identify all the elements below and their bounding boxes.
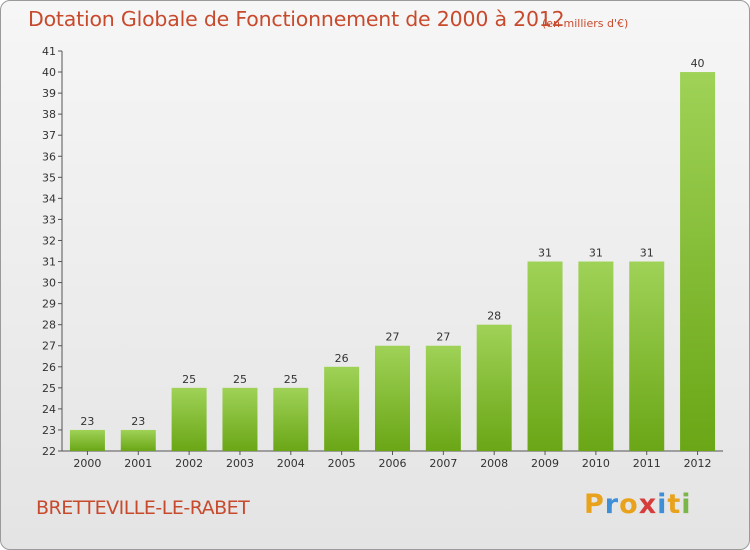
y-tick-label: 40: [42, 66, 56, 79]
logo-letter: i: [681, 489, 692, 520]
y-tick-label: 26: [42, 361, 56, 374]
bar-value-label: 25: [233, 373, 247, 386]
logo-letter: P: [584, 489, 605, 520]
logo-letter: o: [619, 489, 639, 520]
x-tick-label: 2002: [175, 457, 203, 470]
bar-value-label: 25: [284, 373, 298, 386]
y-tick-label: 36: [42, 150, 56, 163]
bar-value-label: 31: [589, 247, 603, 260]
bar: [578, 261, 614, 451]
bar-value-label: 31: [538, 247, 552, 260]
x-tick-label: 2006: [379, 457, 407, 470]
y-tick-label: 41: [42, 45, 56, 58]
x-tick-label: 2007: [429, 457, 457, 470]
bar: [425, 345, 461, 451]
bar: [375, 345, 410, 451]
bar: [629, 261, 665, 451]
bar-value-label: 26: [335, 352, 349, 365]
bar-value-label: 25: [182, 373, 196, 386]
bar-value-label: 31: [640, 247, 654, 260]
x-tick-label: 2009: [531, 457, 559, 470]
bar-value-label: 28: [487, 310, 501, 323]
y-tick-label: 22: [42, 445, 56, 458]
bar: [120, 429, 156, 451]
bar: [222, 387, 258, 451]
y-tick-label: 37: [42, 129, 56, 142]
y-tick-label: 38: [42, 108, 56, 121]
bar: [273, 387, 309, 451]
bar: [69, 429, 105, 451]
y-tick-label: 27: [42, 340, 56, 353]
x-tick-label: 2004: [277, 457, 305, 470]
y-tick-label: 28: [42, 319, 56, 332]
bar-value-label: 27: [436, 331, 450, 344]
x-tick-label: 2012: [684, 457, 712, 470]
y-tick-label: 31: [42, 256, 56, 269]
proxiti-logo[interactable]: Proxiti: [584, 489, 692, 520]
y-tick-label: 33: [42, 213, 56, 226]
commune-name: BRETTEVILLE-LE-RABET: [36, 497, 250, 519]
bar: [171, 387, 207, 451]
x-tick-label: 2000: [73, 457, 101, 470]
chart-unit: (en milliers d'€): [542, 17, 629, 30]
x-tick-label: 2003: [226, 457, 254, 470]
bar: [680, 72, 716, 451]
bar: [324, 366, 360, 451]
x-tick-label: 2008: [480, 457, 508, 470]
bar-value-label: 40: [691, 57, 705, 70]
y-tick-label: 35: [42, 171, 56, 184]
bar: [476, 324, 512, 451]
bar-value-label: 27: [386, 331, 400, 344]
y-tick-label: 32: [42, 234, 56, 247]
y-tick-label: 24: [42, 403, 56, 416]
y-tick-label: 29: [42, 298, 56, 311]
chart-title: Dotation Globale de Fonctionnement de 20…: [28, 7, 565, 31]
logo-letter: x: [638, 489, 658, 520]
logo-letter: r: [604, 489, 620, 520]
y-tick-label: 30: [42, 277, 56, 290]
x-tick-label: 2005: [328, 457, 356, 470]
y-tick-label: 39: [42, 87, 56, 100]
y-tick-label: 34: [42, 192, 56, 205]
x-tick-label: 2010: [582, 457, 610, 470]
y-tick-label: 23: [42, 424, 56, 437]
x-tick-label: 2001: [124, 457, 152, 470]
x-tick-label: 2011: [633, 457, 661, 470]
bar-value-label: 23: [80, 415, 94, 428]
bar-value-label: 23: [131, 415, 145, 428]
bar: [527, 261, 563, 451]
logo-letter: t: [667, 489, 682, 520]
logo-letter: i: [657, 489, 668, 520]
y-tick-label: 25: [42, 382, 56, 395]
